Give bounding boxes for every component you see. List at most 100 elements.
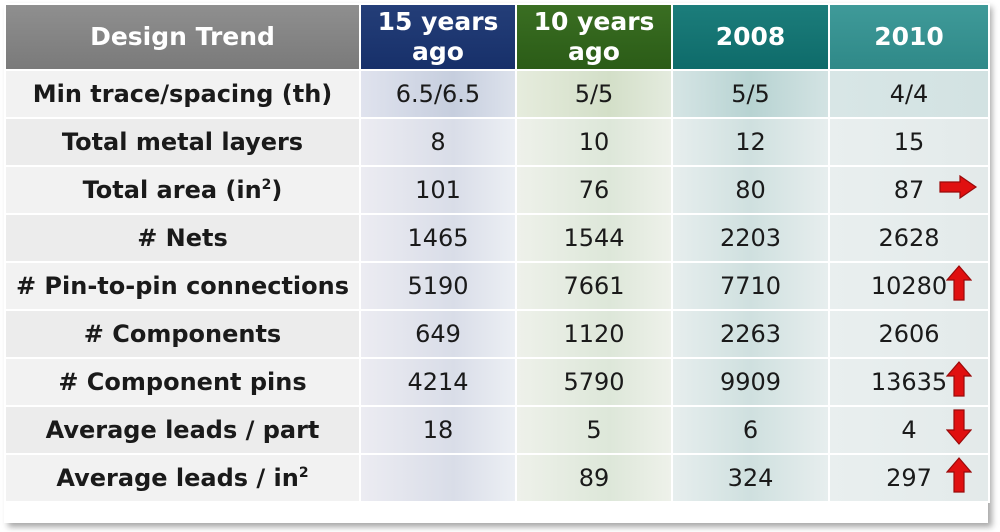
table-cell: 76 [515,165,673,215]
row-label: # Component pins [4,357,361,407]
table-cell: 18 [359,405,517,455]
table-cell: 2263 [671,309,830,359]
table-row: # Components 649 1120 2263 2606 [4,309,990,359]
header-row: Design Trend 15 years ago 10 years ago 2… [4,3,990,71]
table-cell: 4214 [359,357,517,407]
table-cell: 5190 [359,261,517,311]
up-arrow-icon [945,456,973,500]
row-label: Min trace/spacing (th) [4,69,361,119]
superscript: 2 [298,465,309,481]
row-label-text: Total area (in [82,176,262,204]
table-cell: 80 [671,165,830,215]
row-label-text: Average leads / part [45,416,320,444]
cell-value: 101 [415,176,461,204]
row-label-text: # Components [83,320,282,348]
table-cell: 89 [515,453,673,503]
row-label-text: Min trace/spacing (th) [32,80,333,108]
design-trend-table: Design Trend 15 years ago 10 years ago 2… [4,3,990,503]
row-label: Total area (in2) [4,165,361,215]
row-label: # Pin-to-pin connections [4,261,361,311]
table-cell: 5/5 [671,69,830,119]
table-cell: 10280 [828,261,990,311]
table-row: Average leads / part 18 5 6 4 [4,405,990,455]
header-line: ago [568,37,620,66]
cell-value: 5/5 [731,80,770,108]
table-cell: 7661 [515,261,673,311]
table-row: # Nets 1465 1544 2203 2628 [4,213,990,263]
cell-value: 15 [893,128,925,156]
header-15-years-ago: 15 years ago [359,3,517,71]
table-cell [359,453,517,503]
table-cell: 8 [359,117,517,167]
cell-value: 5790 [563,368,625,396]
cell-value: 18 [422,416,454,444]
row-label-text: # Component pins [58,368,307,396]
cell-value: 2606 [878,320,940,348]
cell-value: 4/4 [889,80,929,108]
row-label: Average leads / in2 [4,453,361,503]
cell-value: 13635 [870,368,948,396]
cell-value: 80 [735,176,766,204]
row-label: # Components [4,309,361,359]
cell-value: 1120 [563,320,625,348]
cell-value: 76 [578,176,610,204]
cell-value: 5190 [407,272,469,300]
table-cell: 13635 [828,357,990,407]
table-cell: 2628 [828,213,990,263]
table-cell: 4 [828,405,990,455]
header-line: 2008 [715,22,786,51]
cell-value: 649 [415,320,461,348]
table-cell: 6 [671,405,830,455]
cell-value: 89 [578,464,610,492]
cell-value: 10 [578,128,610,156]
row-label: Total metal layers [4,117,361,167]
right-arrow-icon [938,174,978,205]
row-label-text: # Nets [137,224,228,252]
header-design-trend: Design Trend [4,3,361,71]
cell-value: 10280 [870,272,948,300]
table-cell: 101 [359,165,517,215]
table-cell: 1465 [359,213,517,263]
table-row: Average leads / in2 89 324 297 [4,453,990,503]
superscript: 2 [261,177,272,193]
table-cell: 10 [515,117,673,167]
cell-value: 4214 [407,368,469,396]
cell-value: 1465 [407,224,469,252]
cell-value: 5/5 [574,80,614,108]
header-line: 10 years [533,7,655,36]
table-cell: 6.5/6.5 [359,69,517,119]
cell-value: 2263 [719,320,782,348]
table-cell: 649 [359,309,517,359]
table-row: Total area (in2) 101 76 80 87 [4,165,990,215]
table-row: Min trace/spacing (th) 6.5/6.5 5/5 5/5 4/4 [4,69,990,119]
header-line: ago [412,37,464,66]
table-cell: 4/4 [828,69,990,119]
table-cell: 15 [828,117,990,167]
row-label: Average leads / part [4,405,361,455]
cell-value: 324 [727,464,774,492]
row-label-text: Total metal layers [61,128,304,156]
header-line: 2010 [874,22,944,51]
table-cell: 297 [828,453,990,503]
table-cell: 9909 [671,357,830,407]
header-2010: 2010 [828,3,990,71]
table-cell: 12 [671,117,830,167]
table-cell: 87 [828,165,990,215]
row-label-text: Average leads / in [56,464,299,492]
cell-value: 6.5/6.5 [395,80,481,108]
cell-value: 2203 [719,224,782,252]
table-row: # Pin-to-pin connections 5190 7661 7710 1028… [4,261,990,311]
table-cell: 5/5 [515,69,673,119]
cell-value: 4 [901,416,917,444]
cell-value: 7710 [719,272,782,300]
cell-value: 87 [893,176,925,204]
row-label: # Nets [4,213,361,263]
row-label-suffix: ) [271,176,283,204]
cell-value: 1544 [563,224,625,252]
table-cell: 1120 [515,309,673,359]
cell-value: 297 [886,464,932,492]
table-cell: 324 [671,453,830,503]
cell-value: 12 [735,128,766,156]
header-10-years-ago: 10 years ago [515,3,673,71]
up-arrow-icon [945,264,973,308]
